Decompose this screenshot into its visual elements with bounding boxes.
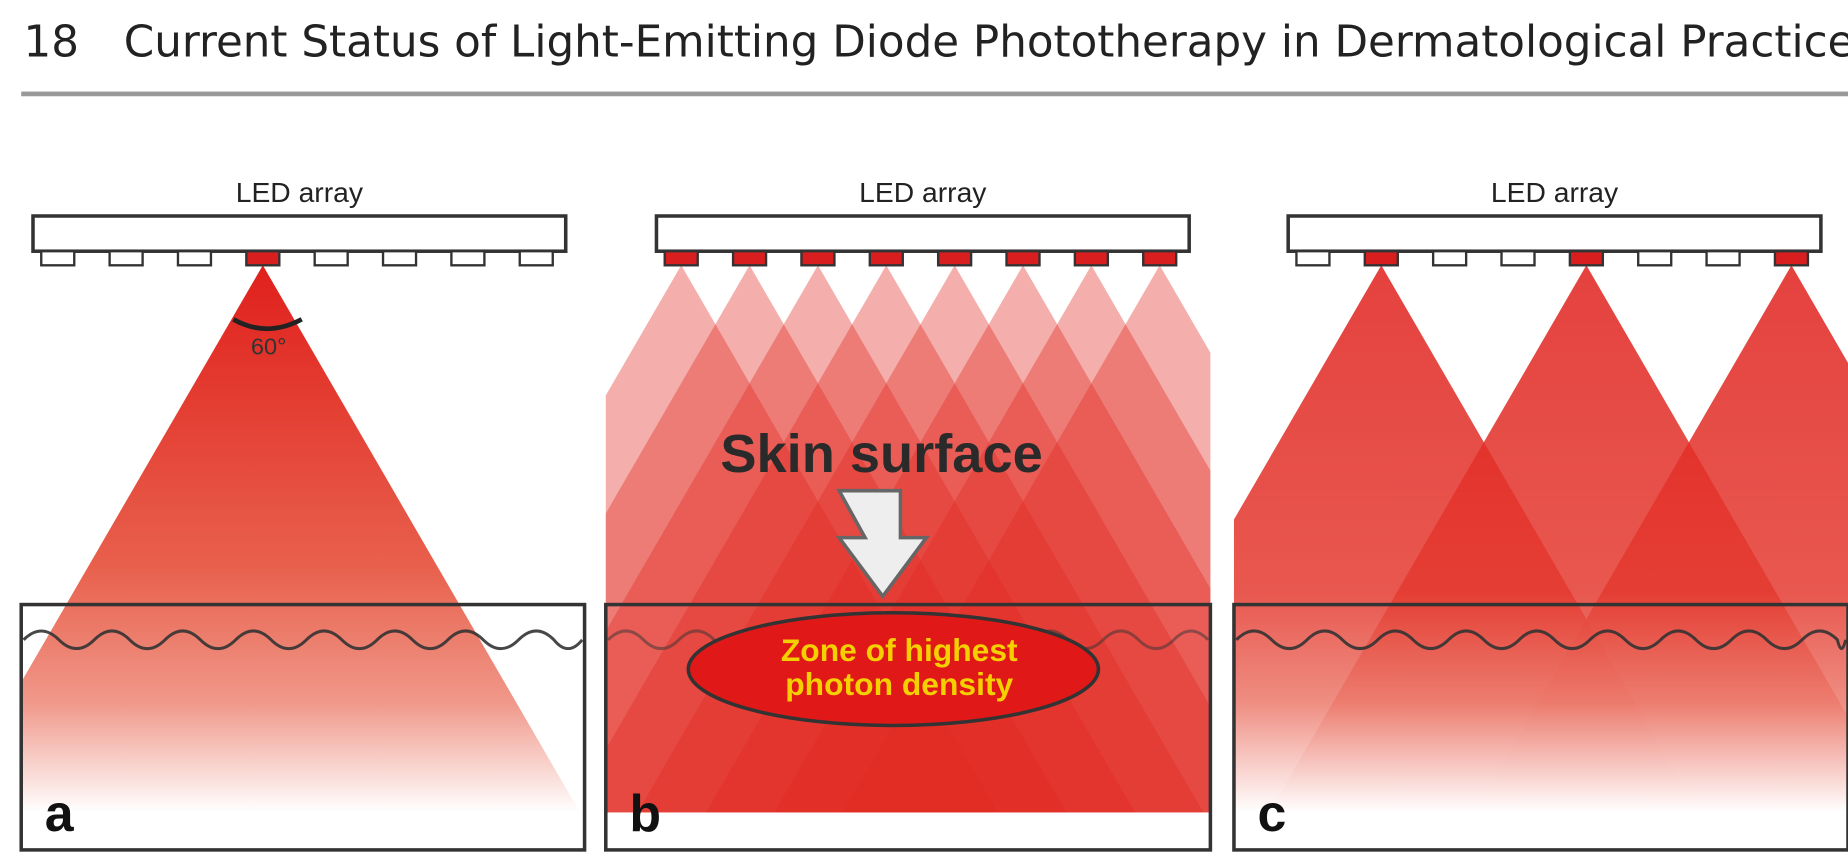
beam-group <box>21 265 585 850</box>
led-bar <box>654 214 1191 253</box>
led <box>663 250 699 267</box>
skin-surface-line <box>1235 629 1848 651</box>
led <box>245 250 281 267</box>
led <box>1142 250 1178 267</box>
led <box>936 250 973 267</box>
led-bar <box>1286 214 1823 253</box>
skin-box <box>1232 602 1848 852</box>
led <box>1005 250 1041 267</box>
arrow-down <box>835 488 930 600</box>
led <box>868 250 904 267</box>
callout: Skin surface <box>720 424 1042 484</box>
beam-group <box>1233 265 1848 850</box>
led <box>1773 250 1810 267</box>
skin-box <box>19 602 587 852</box>
skin-surface-line <box>22 629 584 651</box>
panel-letter: b <box>629 784 661 842</box>
led <box>1568 250 1605 267</box>
led-array-label: LED array <box>1491 176 1619 208</box>
header-rule <box>21 91 1848 97</box>
led <box>108 250 144 267</box>
panel-letter: a <box>45 784 75 842</box>
led <box>381 250 418 267</box>
led <box>731 250 768 267</box>
led <box>1363 250 1399 267</box>
led <box>450 250 486 267</box>
page-number: 18 <box>24 17 79 67</box>
angle-label: 60° <box>251 334 287 360</box>
led <box>313 250 349 267</box>
zone-label: Zone of highest <box>781 632 1018 668</box>
zone-ellipse <box>686 611 1101 728</box>
zone-label: photon density <box>785 666 1013 702</box>
panel-frames: LED array a LED array b LED array c <box>19 176 1848 852</box>
led <box>1637 250 1673 267</box>
led <box>1705 250 1741 267</box>
panel-letter: c <box>1258 784 1287 842</box>
led <box>176 250 213 267</box>
led <box>40 250 76 267</box>
led <box>1073 250 1110 267</box>
light-cone <box>1452 265 1848 850</box>
angle-arc <box>232 317 303 331</box>
led <box>1295 250 1331 267</box>
led <box>1500 250 1536 267</box>
skin-box <box>604 602 1213 852</box>
led <box>800 250 836 267</box>
running-title: Current Status of Light-Emitting Diode P… <box>124 17 1848 67</box>
light-cone <box>21 265 585 850</box>
led-array-label: LED array <box>859 176 987 208</box>
led <box>518 250 554 267</box>
led <box>1431 250 1468 267</box>
led-bar <box>31 214 568 253</box>
led-array-label: LED array <box>236 176 364 208</box>
